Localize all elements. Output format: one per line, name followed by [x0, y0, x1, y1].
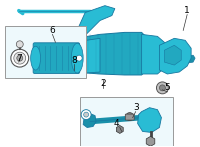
Circle shape [84, 112, 89, 117]
Circle shape [14, 52, 26, 64]
Circle shape [76, 55, 82, 61]
Ellipse shape [31, 46, 41, 70]
FancyBboxPatch shape [5, 26, 86, 78]
Text: 1: 1 [184, 6, 190, 15]
Polygon shape [138, 108, 161, 132]
Text: 3: 3 [133, 103, 139, 112]
Polygon shape [159, 38, 191, 74]
Polygon shape [19, 46, 78, 62]
Polygon shape [76, 6, 115, 38]
Circle shape [17, 55, 23, 61]
Text: 5: 5 [164, 83, 170, 92]
Circle shape [11, 49, 29, 67]
Circle shape [156, 82, 168, 94]
Text: 4: 4 [114, 119, 120, 128]
Polygon shape [62, 38, 100, 74]
Circle shape [126, 113, 134, 121]
FancyBboxPatch shape [33, 43, 80, 74]
Polygon shape [142, 34, 167, 74]
FancyBboxPatch shape [125, 114, 134, 120]
Text: 8: 8 [71, 56, 77, 65]
Text: 7: 7 [16, 54, 22, 63]
Polygon shape [164, 45, 181, 65]
Text: 2: 2 [100, 79, 106, 88]
Circle shape [16, 41, 23, 48]
Text: 6: 6 [50, 26, 55, 35]
Polygon shape [70, 32, 145, 75]
FancyBboxPatch shape [80, 97, 173, 146]
Circle shape [159, 85, 165, 91]
Polygon shape [157, 55, 195, 68]
Polygon shape [83, 114, 96, 127]
Circle shape [81, 110, 91, 120]
Ellipse shape [71, 43, 83, 73]
